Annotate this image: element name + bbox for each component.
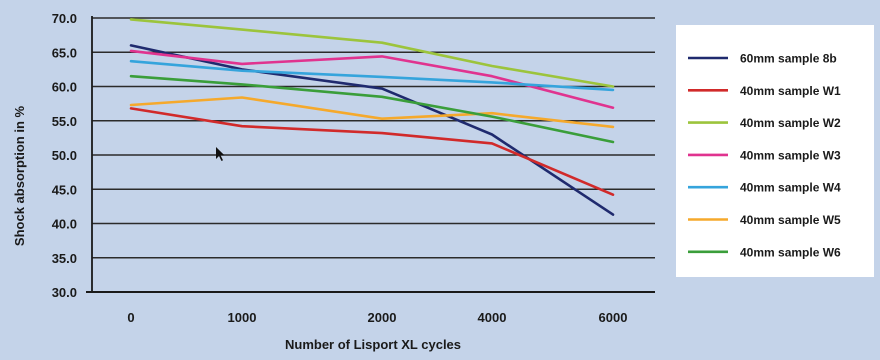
x-tick-label: 1000	[228, 310, 257, 325]
y-tick-label: 30.0	[52, 285, 77, 300]
legend-label: 40mm sample W2	[740, 116, 841, 130]
mouse-cursor-icon	[216, 147, 225, 161]
series-line-5	[129, 59, 615, 92]
series-line-4	[129, 49, 615, 109]
y-tick-label: 55.0	[52, 114, 77, 129]
series-line-2	[129, 107, 615, 196]
y-tick-label: 65.0	[52, 45, 77, 60]
y-tick-label: 40.0	[52, 217, 77, 232]
legend-label: 40mm sample W5	[740, 213, 841, 227]
x-tick-label: 4000	[478, 310, 507, 325]
series-lines	[129, 18, 615, 216]
y-tick-label: 70.0	[52, 11, 77, 26]
x-tick-labels: 0 1000 2000 4000 6000	[127, 310, 627, 325]
x-tick-label: 0	[127, 310, 134, 325]
x-tick-label: 6000	[599, 310, 628, 325]
legend-label: 40mm sample W6	[740, 245, 841, 259]
y-tick-labels: 70.0 65.0 60.0 55.0 50.0 45.0 40.0 35.0 30.0	[52, 11, 77, 300]
series-line-3	[129, 18, 615, 88]
legend-label: 40mm sample W1	[740, 84, 841, 98]
legend-label: 40mm sample W4	[740, 181, 841, 195]
series-line-7	[129, 74, 615, 144]
x-axis-title: Number of Lisport XL cycles	[285, 337, 461, 352]
y-tick-label: 60.0	[52, 80, 77, 95]
y-tick-label: 50.0	[52, 148, 77, 163]
series-line-6	[129, 96, 615, 129]
legend: 60mm sample 8b 40mm sample W1 40mm sample …	[688, 52, 841, 259]
legend-label: 40mm sample W3	[740, 148, 841, 162]
y-axis-title: Shock absorption in %	[12, 105, 27, 246]
x-tick-label: 2000	[368, 310, 397, 325]
legend-label: 60mm sample 8b	[740, 52, 837, 66]
axes	[86, 16, 655, 293]
y-tick-label: 35.0	[52, 251, 77, 266]
legend-box	[676, 25, 874, 277]
y-tick-label: 45.0	[52, 182, 77, 197]
